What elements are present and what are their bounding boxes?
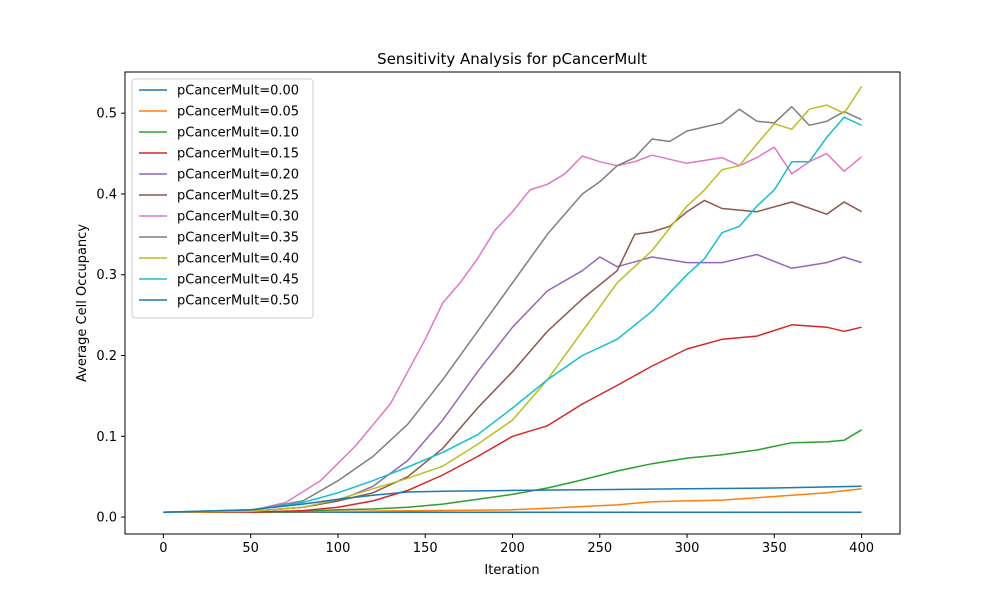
y-tick-label-0: 0.0 — [96, 511, 117, 526]
legend: pCancerMult=0.00 pCancerMult=0.05 pCancerM… — [131, 78, 314, 319]
series-line-8 — [163, 86, 863, 513]
y-axis: 0.0 0.1 0.2 0.3 0.4 0.5 — [96, 107, 125, 526]
series-line-9 — [163, 116, 862, 513]
legend-entry-6: pCancerMult=0.30 — [177, 210, 299, 225]
x-tick-label-8: 400 — [849, 541, 874, 556]
legend-entry-1: pCancerMult=0.05 — [177, 105, 299, 120]
series-line-3 — [163, 324, 862, 513]
chart-title: Sensitivity Analysis for pCancerMult — [377, 50, 647, 68]
x-axis-label: Iteration — [484, 563, 539, 578]
legend-entry-0: pCancerMult=0.00 — [177, 84, 299, 99]
y-tick-label-2: 0.2 — [96, 349, 117, 364]
legend-entry-7: pCancerMult=0.35 — [177, 231, 299, 246]
series-line-5 — [163, 199, 862, 513]
x-tick-label-5: 250 — [587, 541, 612, 556]
y-tick-label-5: 0.5 — [96, 107, 117, 122]
legend-entry-2: pCancerMult=0.10 — [177, 126, 299, 141]
x-tick-label-1: 50 — [242, 541, 259, 556]
legend-entry-5: pCancerMult=0.25 — [177, 189, 299, 204]
y-tick-label-3: 0.3 — [96, 268, 117, 283]
y-tick-label-4: 0.4 — [96, 187, 117, 202]
x-tick-label-6: 300 — [675, 541, 700, 556]
legend-entry-4: pCancerMult=0.20 — [177, 168, 299, 183]
series-line-10 — [163, 485, 862, 513]
series-line-6 — [163, 146, 863, 513]
series-line-2 — [163, 429, 862, 513]
x-tick-label-3: 150 — [413, 541, 438, 556]
x-tick-label-7: 350 — [762, 541, 787, 556]
series-line-1 — [163, 488, 862, 513]
y-tick-label-1: 0.1 — [96, 430, 117, 445]
x-tick-label-0: 0 — [159, 541, 167, 556]
legend-entry-3: pCancerMult=0.15 — [177, 147, 299, 162]
legend-entry-10: pCancerMult=0.50 — [177, 294, 299, 309]
series-line-7 — [163, 105, 862, 513]
y-axis-label: Average Cell Occupancy — [75, 224, 90, 382]
x-tick-label-4: 200 — [500, 541, 525, 556]
legend-entry-9: pCancerMult=0.45 — [177, 273, 299, 288]
legend-entry-8: pCancerMult=0.40 — [177, 252, 299, 267]
series-layer — [163, 86, 863, 513]
legend-box — [131, 78, 314, 319]
x-tick-label-2: 100 — [326, 541, 351, 556]
x-axis: 0 50 100 150 200 250 300 350 400 — [159, 534, 874, 556]
